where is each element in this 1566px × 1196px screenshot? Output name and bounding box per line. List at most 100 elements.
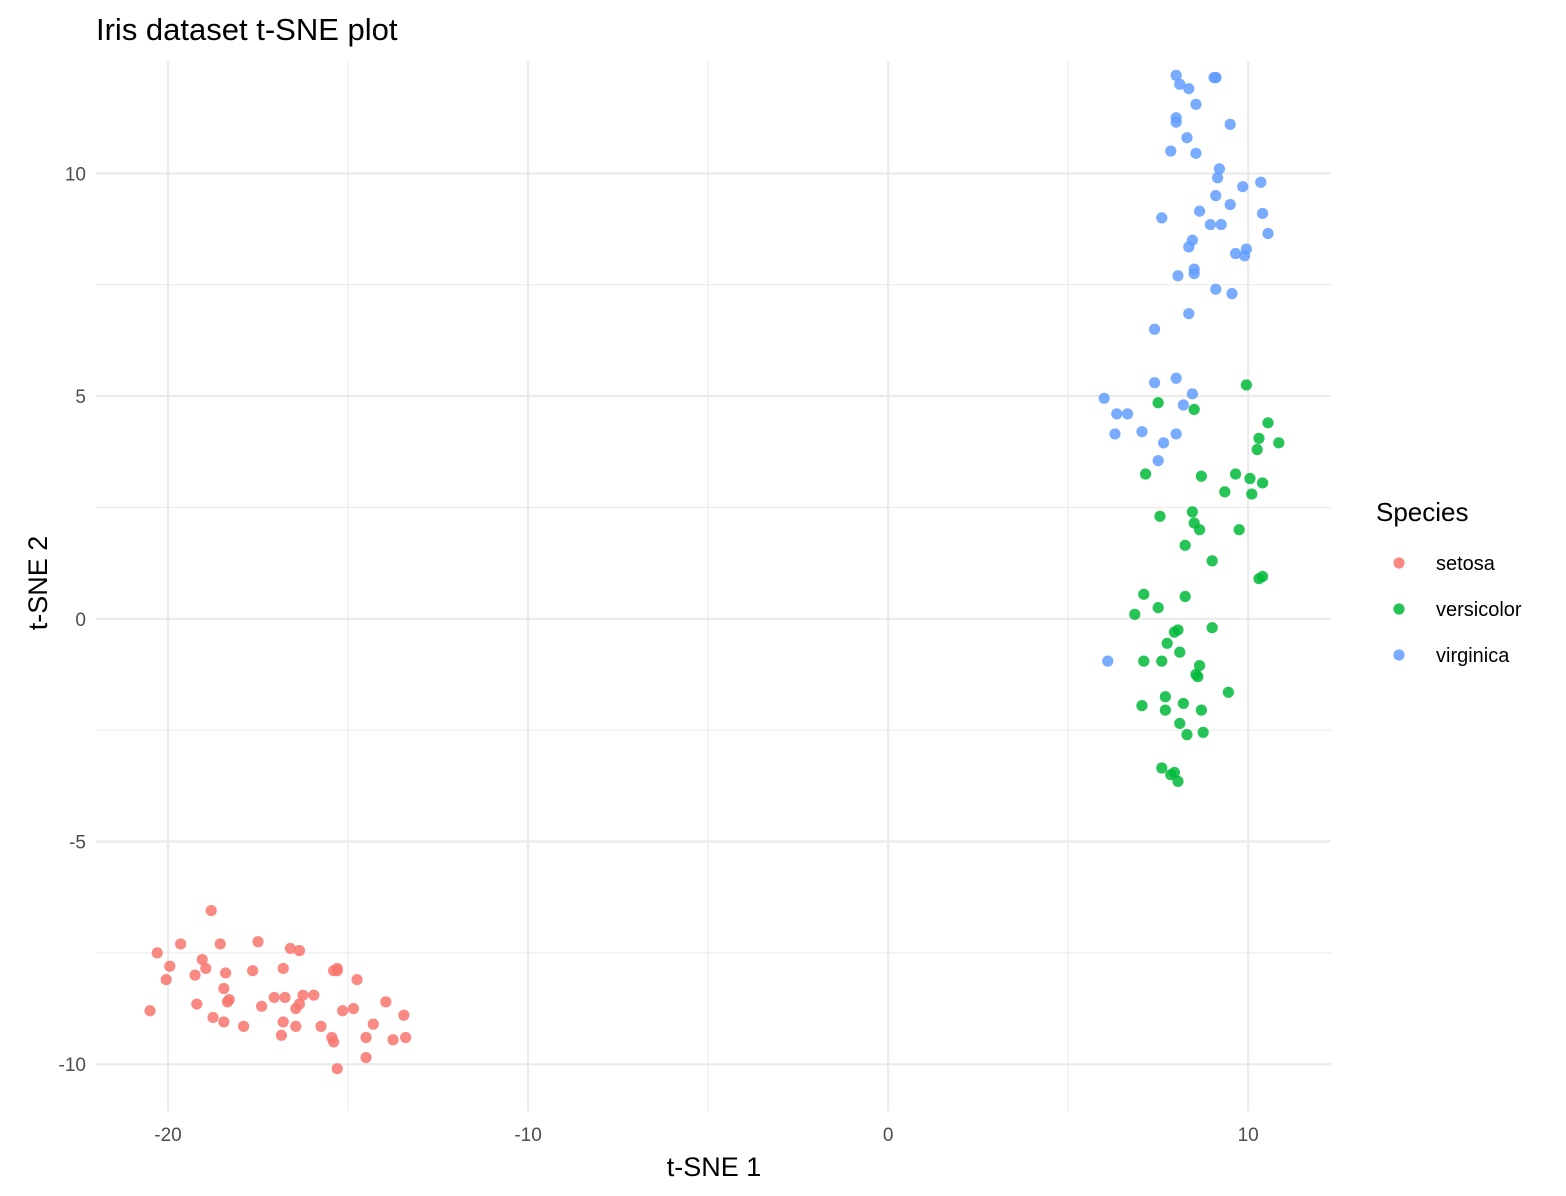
- point-virginica: [1210, 71, 1222, 84]
- point-setosa: [380, 996, 392, 1008]
- point-virginica: [1098, 392, 1110, 404]
- point-versicolor: [1168, 626, 1180, 638]
- point-setosa: [290, 1020, 302, 1032]
- legend-label-setosa: setosa: [1436, 553, 1496, 575]
- point-versicolor: [1273, 437, 1285, 449]
- point-versicolor: [1161, 637, 1173, 649]
- point-versicolor: [1195, 470, 1207, 482]
- point-virginica: [1170, 372, 1182, 384]
- point-versicolor: [1188, 403, 1200, 416]
- point-virginica: [1183, 83, 1195, 95]
- point-versicolor: [1154, 510, 1166, 522]
- point-virginica: [1213, 163, 1225, 175]
- point-virginica: [1186, 388, 1198, 400]
- point-setosa: [315, 1020, 327, 1032]
- x-tick-label: 10: [1238, 1125, 1259, 1146]
- point-versicolor: [1229, 468, 1242, 480]
- point-virginica: [1177, 399, 1189, 411]
- point-versicolor: [1256, 477, 1269, 489]
- point-setosa: [275, 1029, 288, 1041]
- point-versicolor: [1195, 704, 1207, 716]
- point-setosa: [360, 1031, 372, 1044]
- point-setosa: [347, 1002, 360, 1015]
- point-virginica: [1157, 437, 1170, 449]
- point-setosa: [360, 1051, 372, 1064]
- point-setosa: [218, 1016, 230, 1028]
- x-axis-title: t-SNE 1: [667, 1152, 762, 1182]
- point-setosa: [160, 973, 172, 986]
- point-setosa: [223, 994, 235, 1006]
- point-setosa: [328, 1036, 340, 1048]
- x-tick-labels: -20 -10 0 10: [154, 1125, 1258, 1146]
- point-setosa: [268, 991, 280, 1004]
- point-virginica: [1215, 218, 1227, 231]
- point-versicolor: [1152, 602, 1164, 614]
- point-setosa: [367, 1018, 379, 1030]
- chart-title: Iris dataset t-SNE plot: [96, 12, 398, 47]
- legend-key-virginica: [1393, 649, 1405, 661]
- point-virginica: [1156, 212, 1168, 224]
- y-tick-label: 10: [65, 164, 86, 185]
- point-versicolor: [1253, 432, 1265, 444]
- point-setosa: [331, 1063, 343, 1075]
- point-setosa: [191, 998, 203, 1010]
- point-virginica: [1170, 116, 1182, 128]
- point-setosa: [207, 1011, 219, 1024]
- point-setosa: [400, 1031, 412, 1044]
- point-setosa: [151, 947, 163, 959]
- point-versicolor: [1168, 766, 1180, 779]
- point-setosa: [214, 938, 226, 950]
- point-setosa: [351, 973, 363, 986]
- point-virginica: [1102, 655, 1114, 667]
- point-virginica: [1170, 428, 1182, 440]
- point-virginica: [1237, 181, 1249, 193]
- x-tick-label: -10: [514, 1125, 541, 1146]
- point-setosa: [277, 962, 289, 975]
- y-tick-label: -5: [69, 833, 86, 854]
- point-versicolor: [1197, 726, 1209, 738]
- point-virginica: [1165, 145, 1177, 157]
- point-virginica: [1152, 455, 1164, 467]
- point-versicolor: [1192, 671, 1204, 683]
- point-setosa: [256, 1000, 268, 1012]
- point-virginica: [1170, 69, 1182, 81]
- point-setosa: [196, 953, 208, 966]
- point-setosa: [247, 965, 259, 977]
- point-versicolor: [1159, 691, 1171, 703]
- point-versicolor: [1172, 775, 1184, 787]
- point-virginica: [1226, 288, 1238, 300]
- point-setosa: [220, 967, 232, 979]
- point-virginica: [1174, 78, 1186, 90]
- point-setosa: [218, 982, 230, 995]
- point-versicolor: [1156, 762, 1168, 774]
- point-versicolor: [1129, 608, 1141, 620]
- point-virginica: [1190, 98, 1202, 110]
- point-setosa: [293, 945, 306, 957]
- point-versicolor: [1152, 397, 1164, 409]
- point-versicolor: [1138, 655, 1150, 667]
- point-setosa: [252, 936, 264, 948]
- point-virginica: [1111, 408, 1123, 420]
- point-versicolor: [1206, 555, 1218, 567]
- point-versicolor: [1222, 686, 1234, 698]
- point-virginica: [1183, 308, 1195, 320]
- point-setosa: [308, 989, 320, 1001]
- point-versicolor: [1177, 697, 1189, 710]
- point-setosa: [189, 969, 201, 981]
- point-versicolor: [1244, 472, 1256, 485]
- point-versicolor: [1174, 717, 1186, 730]
- point-setosa: [284, 942, 297, 955]
- point-setosa: [279, 991, 291, 1004]
- point-versicolor: [1136, 700, 1148, 712]
- point-virginica: [1262, 227, 1274, 240]
- point-setosa: [238, 1020, 250, 1032]
- point-setosa: [297, 989, 309, 1001]
- point-setosa: [277, 1016, 289, 1028]
- point-virginica: [1224, 198, 1236, 211]
- legend-label-versicolor: versicolor: [1436, 599, 1522, 621]
- point-versicolor: [1174, 646, 1186, 658]
- point-versicolor: [1156, 655, 1168, 667]
- point-virginica: [1136, 426, 1148, 438]
- point-virginica: [1238, 250, 1251, 262]
- point-setosa: [175, 938, 187, 950]
